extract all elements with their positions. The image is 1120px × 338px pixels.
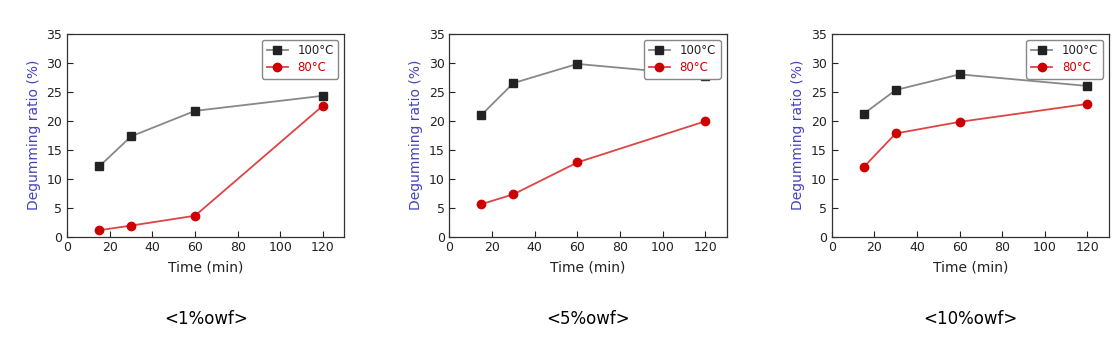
- 100°C: [1081, 84, 1094, 88]
- Line: 100°C: 100°C: [95, 92, 327, 171]
- 100°C: [475, 113, 488, 117]
- 100°C: [506, 81, 520, 85]
- 100°C: [316, 94, 329, 98]
- 80°C: [93, 228, 106, 232]
- 80°C: [889, 131, 903, 136]
- 80°C: [124, 223, 138, 227]
- Legend: 100°C, 80°C: 100°C, 80°C: [1026, 40, 1103, 79]
- 100°C: [570, 62, 584, 66]
- Y-axis label: Degumming ratio (%): Degumming ratio (%): [792, 60, 805, 210]
- 80°C: [475, 202, 488, 206]
- 80°C: [953, 120, 967, 124]
- Text: <10%owf>: <10%owf>: [923, 310, 1017, 328]
- 80°C: [570, 161, 584, 165]
- 100°C: [124, 134, 138, 138]
- Y-axis label: Degumming ratio (%): Degumming ratio (%): [409, 60, 423, 210]
- 100°C: [857, 112, 870, 116]
- 80°C: [1081, 102, 1094, 106]
- 80°C: [188, 214, 202, 218]
- X-axis label: Time (min): Time (min): [933, 260, 1008, 274]
- X-axis label: Time (min): Time (min): [550, 260, 626, 274]
- Line: 80°C: 80°C: [477, 117, 709, 208]
- Legend: 100°C, 80°C: 100°C, 80°C: [644, 40, 720, 79]
- 100°C: [699, 73, 712, 77]
- Line: 100°C: 100°C: [477, 60, 709, 119]
- X-axis label: Time (min): Time (min): [168, 260, 243, 274]
- Text: <1%owf>: <1%owf>: [164, 310, 248, 328]
- 100°C: [93, 165, 106, 169]
- Legend: 100°C, 80°C: 100°C, 80°C: [262, 40, 338, 79]
- 100°C: [188, 109, 202, 113]
- Y-axis label: Degumming ratio (%): Degumming ratio (%): [27, 60, 41, 210]
- 100°C: [953, 72, 967, 76]
- 100°C: [889, 88, 903, 92]
- Line: 80°C: 80°C: [859, 100, 1092, 171]
- 80°C: [316, 104, 329, 108]
- 80°C: [857, 165, 870, 169]
- Text: <5%owf>: <5%owf>: [547, 310, 629, 328]
- 80°C: [699, 119, 712, 123]
- 80°C: [506, 192, 520, 196]
- Line: 80°C: 80°C: [95, 101, 327, 234]
- Line: 100°C: 100°C: [859, 70, 1092, 118]
